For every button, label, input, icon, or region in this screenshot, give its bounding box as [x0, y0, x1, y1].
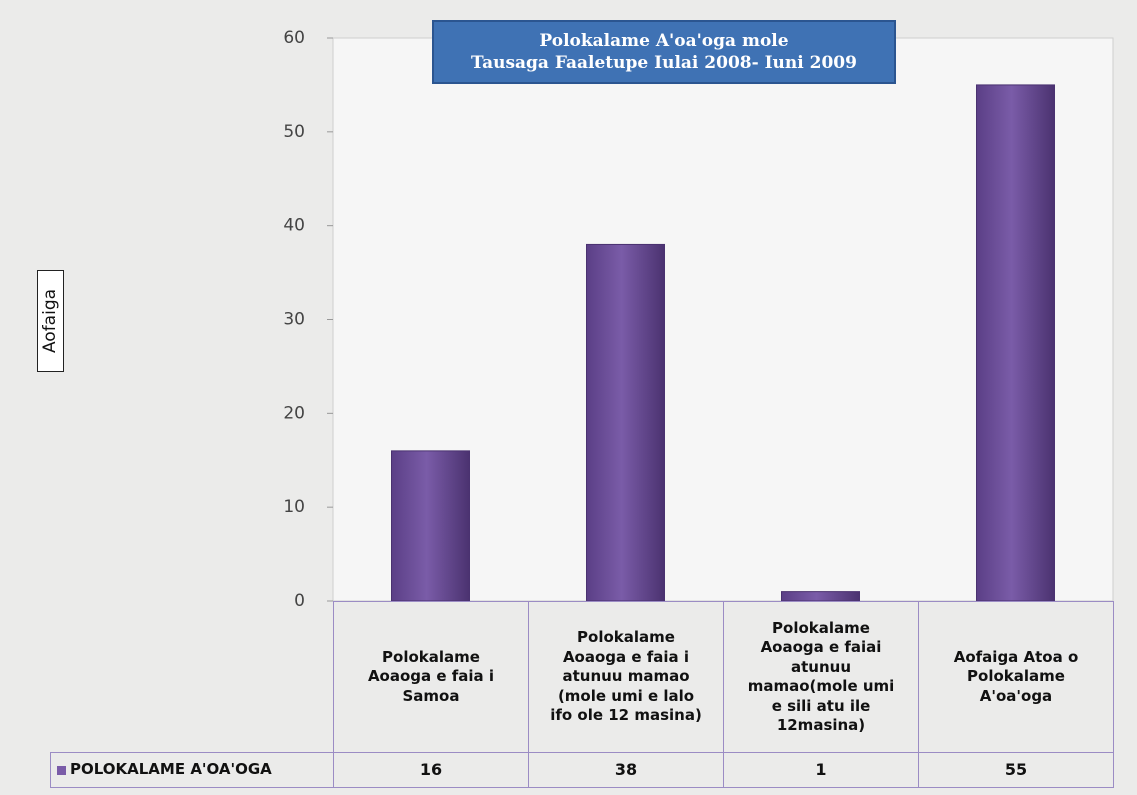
category-label: Polokalame Aoaoga e faia i Samoa	[333, 601, 529, 753]
chart-subtitle: Tausaga Faaletupe Iulai 2008- Iuni 2009	[471, 53, 857, 73]
bar	[976, 84, 1055, 602]
category-label: Polokalame Aoaoga e faiai atunuu mamao(m…	[723, 601, 919, 753]
bar	[781, 591, 860, 602]
y-tick-label: 40	[283, 216, 305, 236]
y-tick-label: 10	[283, 497, 305, 517]
table-value: 38	[528, 752, 724, 788]
bar	[391, 450, 470, 602]
category-label: Polokalame Aoaoga e faia i atunuu mamao …	[528, 601, 724, 753]
y-tick-label: 60	[283, 28, 305, 48]
bar	[586, 243, 665, 602]
chart-title-box: Polokalame A'oa'oga mole Tausaga Faaletu…	[432, 20, 896, 84]
y-tick-label: 30	[283, 310, 305, 330]
table-value: 16	[333, 752, 529, 788]
category-label: Aofaiga Atoa o Polokalame A'oa'oga	[918, 601, 1114, 753]
legend-cell: POLOKALAME A'OA'OGA	[50, 752, 334, 788]
y-tick-label: 20	[283, 403, 305, 423]
y-tick-label: 0	[294, 591, 305, 611]
y-axis-label-box: Aofaiga	[37, 270, 64, 372]
table-value: 1	[723, 752, 919, 788]
y-axis-label: Aofaiga	[40, 288, 61, 354]
legend-label: POLOKALAME A'OA'OGA	[70, 760, 272, 779]
chart-title: Polokalame A'oa'oga mole	[539, 30, 789, 51]
y-tick-label: 50	[283, 122, 305, 142]
legend-swatch	[57, 765, 66, 775]
table-value: 55	[918, 752, 1114, 788]
